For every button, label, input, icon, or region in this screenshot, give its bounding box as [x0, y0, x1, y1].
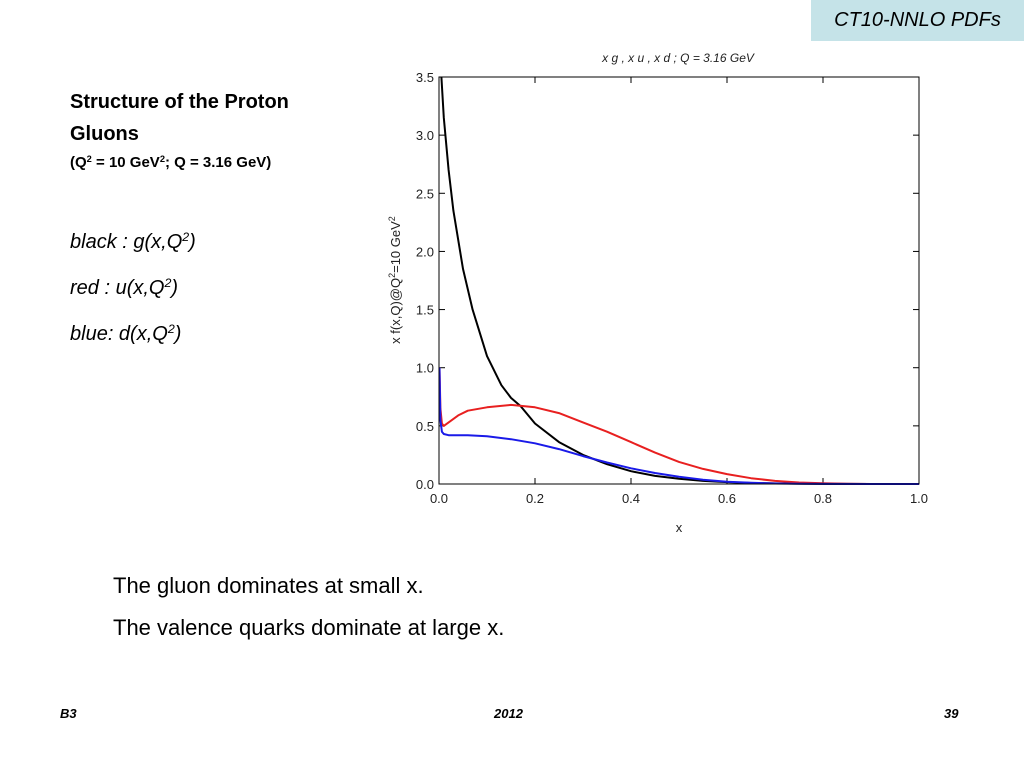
corner-tag-text: CT10-NNLO PDFs [834, 9, 1001, 31]
x-tick-label: 0.4 [622, 491, 640, 506]
summary-line-2: The valence quarks dominate at large x. [113, 615, 505, 640]
series-notes: black : g(x,Q2) red : u(x,Q2) blue: d(x,… [70, 226, 196, 364]
heading-sup-2: 2 [159, 153, 165, 164]
note-down-close: ) [174, 323, 182, 345]
pdf-chart: x g , x u , x d ; Q = 3.16 GeV 0.0 0.2 0.4… [387, 51, 928, 535]
slide-heading: Structure of the Proton Gluons (Q2 = 10 … [70, 86, 289, 176]
note-gluon: black : g(x,Q2) [70, 226, 196, 272]
plot-frame [438, 76, 920, 485]
note-gluon-sup: 2 [182, 230, 190, 245]
corner-tag: CT10-NNLO PDFs [811, 0, 1024, 41]
series-layer [438, 76, 919, 485]
footer-right: 39 [944, 706, 959, 721]
heading-line-2: Gluons [70, 123, 139, 145]
x-tick-label: 0.8 [814, 491, 832, 506]
y-axis-label-end: =10 GeV [388, 221, 403, 273]
axis-ticks: 0.0 0.2 0.4 0.6 0.8 1.0 0.0 0.5 1.0 1.5 2.0 2.5 3.0 3… [416, 70, 928, 506]
note-gluon-text: black : g(x,Q [70, 231, 183, 253]
note-down-text: blue: d(x,Q [70, 323, 168, 345]
y-tick-label: 3.5 [416, 70, 434, 85]
note-up-sup: 2 [164, 276, 172, 291]
heading-sup-1: 2 [86, 153, 92, 164]
heading-q-label: (Q [70, 154, 87, 171]
y-tick-label: 0.5 [416, 419, 434, 434]
y-tick-label: 0.0 [416, 477, 434, 492]
y-tick-label: 2.5 [416, 186, 434, 201]
y-axis-label-sup-2: 2 [387, 216, 397, 221]
note-up-text: red : u(x,Q [70, 277, 165, 299]
note-gluon-close: ) [189, 231, 196, 253]
note-down-quark: blue: d(x,Q2) [70, 318, 196, 364]
heading-line-1: Structure of the Proton [70, 91, 289, 113]
y-axis-label-main: x f(x,Q)@Q [388, 278, 403, 344]
heading-q-value: ; Q = 3.16 GeV) [164, 154, 272, 171]
summary-text: The gluon dominates at small x. The vale… [113, 568, 504, 652]
summary-line-1: The gluon dominates at small x. [113, 573, 424, 598]
down-quark-curve [438, 367, 919, 485]
y-tick-label: 1.0 [416, 361, 434, 376]
note-up-close: ) [171, 277, 179, 299]
footer-left: B3 [60, 706, 77, 721]
note-down-sup: 2 [167, 322, 175, 337]
chart-title: x g , x u , x d ; Q = 3.16 GeV [601, 51, 755, 65]
y-tick-label: 3.0 [416, 128, 434, 143]
y-tick-label: 1.5 [416, 303, 434, 318]
y-axis-label: x f(x,Q)@Q2=10 GeV2 [387, 216, 403, 344]
x-tick-label: 0.2 [526, 491, 544, 506]
y-tick-label: 2.0 [416, 244, 434, 259]
footer-center: 2012 [494, 706, 523, 721]
heading-line-3: (Q2 = 10 GeV2; Q = 3.16 GeV) [70, 150, 289, 176]
x-tick-label: 0.0 [430, 491, 448, 506]
y-axis-label-sup-1: 2 [387, 273, 397, 278]
gluon-curve [440, 76, 919, 485]
x-axis-label: x [676, 520, 683, 535]
x-tick-label: 0.6 [718, 491, 736, 506]
heading-gev-label: = 10 GeV [91, 154, 160, 171]
up-quark-curve [438, 367, 919, 485]
x-tick-label: 1.0 [910, 491, 928, 506]
note-up-quark: red : u(x,Q2) [70, 272, 196, 318]
